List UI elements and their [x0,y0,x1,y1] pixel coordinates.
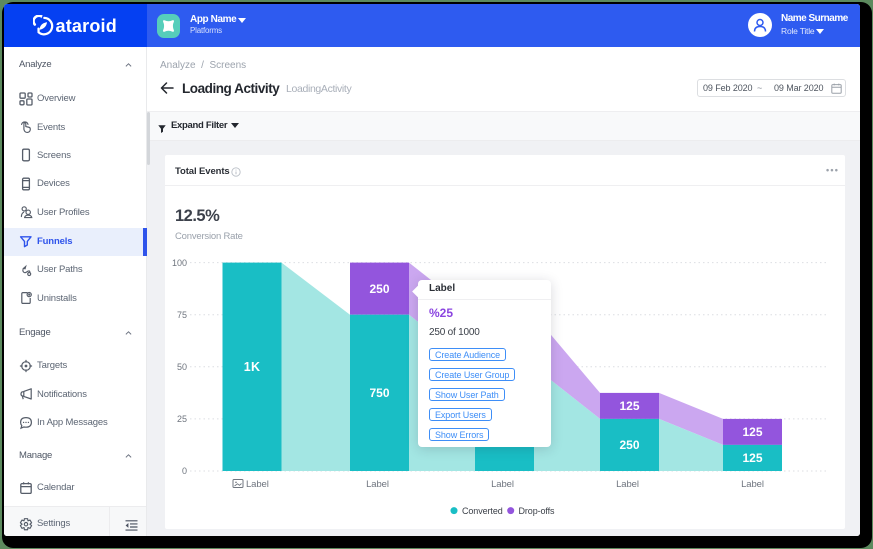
svg-text:75: 75 [177,310,187,320]
svg-text:125: 125 [742,451,762,465]
svg-text:100: 100 [172,258,187,268]
svg-text:Label: Label [741,479,764,490]
svg-text:250: 250 [619,438,639,452]
svg-text:1K: 1K [244,360,261,374]
svg-text:Label: Label [491,479,514,490]
svg-text:125: 125 [742,425,762,439]
svg-text:750: 750 [369,386,389,400]
svg-text:Label: Label [616,479,639,490]
svg-text:125: 125 [619,399,639,413]
svg-text:Drop-offs: Drop-offs [519,506,556,516]
svg-text:50: 50 [177,362,187,372]
svg-text:25: 25 [177,414,187,424]
svg-text:Label: Label [246,479,269,490]
svg-text:Label: Label [366,479,389,490]
svg-text:250: 250 [369,282,389,296]
svg-text:Converted: Converted [462,506,503,516]
svg-text:0: 0 [182,466,187,476]
